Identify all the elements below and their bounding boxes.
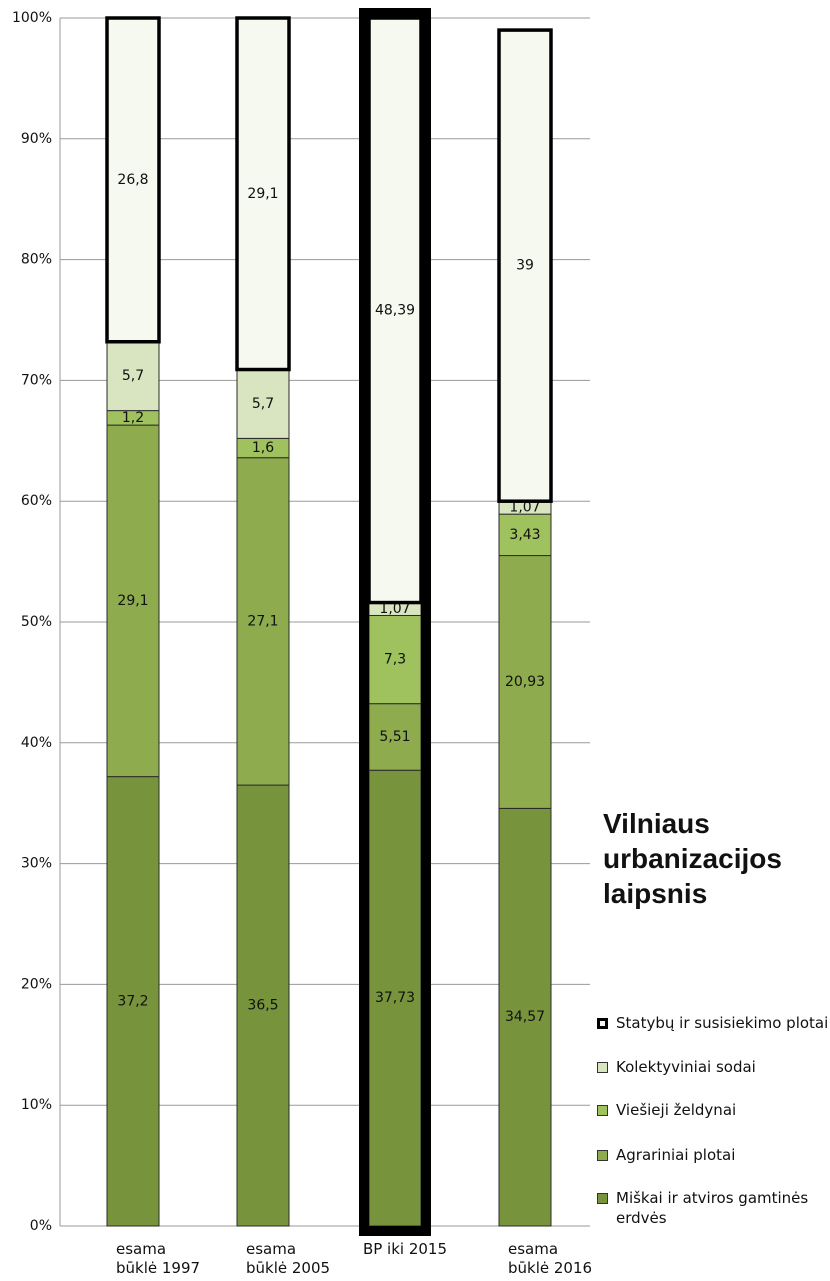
data-label: 5,7 — [252, 396, 274, 412]
bar-segment — [236, 784, 290, 1227]
legend-label: Agrariniai plotai — [616, 1146, 736, 1164]
legend-swatch — [597, 1150, 608, 1161]
data-label: 29,1 — [247, 186, 278, 202]
bar-segment — [106, 776, 160, 1227]
data-label: 26,8 — [117, 172, 148, 188]
data-label: 1,07 — [379, 601, 410, 617]
bar-segment — [367, 16, 423, 605]
bar-segment — [498, 555, 552, 809]
bar-segment — [236, 369, 290, 439]
data-label: 3,43 — [509, 527, 540, 543]
highlight-frame — [359, 8, 431, 1236]
bar-segment — [236, 457, 290, 786]
bar-segment — [106, 424, 160, 778]
x-tick-label: BP iki 2015 — [362, 1240, 448, 1258]
data-label: 29,1 — [117, 593, 148, 609]
data-label: 27,1 — [247, 613, 278, 629]
y-tick-label: 100% — [12, 10, 52, 26]
legend-swatch — [597, 1062, 608, 1073]
x-tick-label: esama būklė 2005 — [246, 1240, 331, 1277]
y-tick-label: 90% — [21, 131, 52, 147]
bar-segment — [235, 16, 291, 372]
y-tick-label: 20% — [21, 976, 52, 992]
data-label: 1,2 — [122, 410, 144, 426]
x-tick-label: esama būklė 2016 — [508, 1240, 593, 1277]
y-tick-label: 40% — [21, 735, 52, 751]
data-label: 37,2 — [117, 993, 148, 1009]
legend-swatch — [597, 1018, 608, 1029]
y-tick-label: 60% — [21, 493, 52, 509]
bar-segment — [498, 807, 552, 1227]
bar-segment — [498, 513, 552, 557]
bar-segment — [497, 28, 553, 503]
data-label: 37,73 — [375, 990, 415, 1006]
bar-segment — [105, 16, 161, 344]
data-label: 34,57 — [505, 1009, 545, 1025]
y-tick-label: 30% — [21, 856, 52, 872]
data-label: 1,6 — [252, 440, 274, 456]
y-tick-label: 50% — [21, 614, 52, 630]
bar-segment — [106, 341, 160, 412]
legend-label: Kolektyviniai sodai — [616, 1058, 756, 1076]
data-label: 39 — [516, 258, 534, 274]
y-tick-label: 70% — [21, 372, 52, 388]
legend-swatch — [597, 1105, 608, 1116]
legend-label: Statybų ir susisiekimo plotai — [616, 1014, 829, 1032]
y-tick-label: 0% — [30, 1218, 52, 1234]
y-tick-label: 80% — [21, 252, 52, 268]
chart-title: Vilniaus urbanizacijos laipsnis — [603, 808, 782, 909]
legend-swatch — [597, 1193, 608, 1204]
data-label: 36,5 — [247, 998, 278, 1014]
data-label: 20,93 — [505, 674, 545, 690]
x-tick-label: esama būklė 1997 — [116, 1240, 201, 1277]
legend-label: Miškai ir atviros gamtinės erdvės — [616, 1189, 809, 1227]
legend-label: Viešieji želdynai — [616, 1101, 737, 1119]
data-label: 5,7 — [122, 368, 144, 384]
data-label: 5,51 — [379, 729, 410, 745]
data-label: 48,39 — [375, 302, 415, 318]
y-tick-label: 10% — [21, 1097, 52, 1113]
data-label: 7,3 — [384, 652, 406, 668]
data-label: 1,07 — [509, 500, 540, 516]
